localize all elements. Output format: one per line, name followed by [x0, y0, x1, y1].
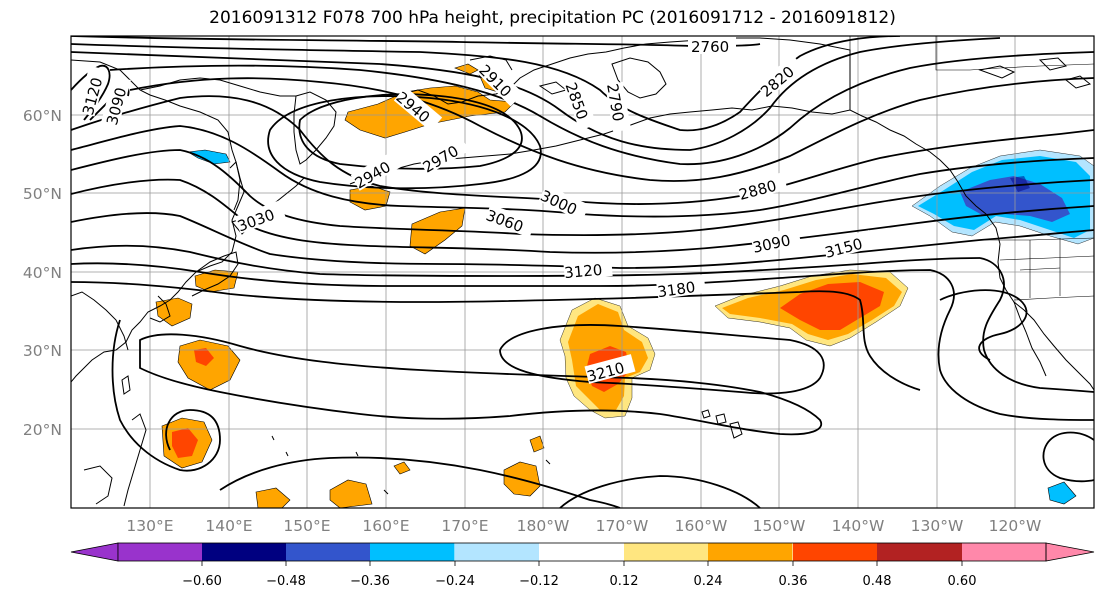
- coast-japan: [191, 251, 239, 297]
- precip-blob-e-core: [172, 428, 198, 458]
- coast-hawaii: [701, 409, 743, 439]
- coast-baja: [1013, 301, 1047, 377]
- lon-label-130w: 130°W: [911, 517, 964, 535]
- colorbar-bin-8: [708, 543, 793, 561]
- lon-label-170w: 170°W: [596, 517, 649, 535]
- colorbar-bin-1: [118, 543, 203, 561]
- contour-3150-main: [71, 262, 1094, 421]
- contour-2850: [109, 51, 1094, 166]
- longitude-labels: 130°E 140°E 150°E 160°E 170°E 180°W 170°…: [126, 517, 1041, 535]
- precip-blob-kamchatka: [187, 149, 231, 165]
- contour-2820: [71, 37, 1001, 151]
- coast-sakhalin: [229, 161, 241, 211]
- precip-blob-d: [177, 339, 241, 391]
- contour-3060: [71, 178, 1094, 254]
- contour-3000: [71, 125, 1094, 218]
- lon-label-160e: 160°E: [362, 517, 409, 535]
- colorbar-bin-7: [624, 543, 709, 561]
- contour-2790: [71, 36, 901, 132]
- contour-3090-south: [111, 319, 221, 472]
- precip-blob-h: [255, 487, 291, 508]
- colorbar-tick-9: 0.48: [863, 574, 892, 589]
- colorbar-tick-10: 0.60: [948, 574, 977, 589]
- colorbar-bin-3: [286, 543, 371, 561]
- coast-asia: [71, 59, 245, 383]
- colorbar-tick-8: 0.36: [779, 574, 808, 589]
- colorbar-extend-high: [1045, 542, 1095, 562]
- coast-taiwan: [121, 375, 131, 395]
- coast-korea: [149, 295, 171, 323]
- lon-label-130e: 130°E: [126, 517, 173, 535]
- colorbar-tick-3: −0.36: [350, 574, 390, 589]
- contour-2970: [71, 95, 1094, 205]
- contour-3120-south: [139, 333, 823, 436]
- lon-label-140w: 140°W: [832, 517, 885, 535]
- lat-label-50n: 50°N: [23, 185, 62, 203]
- precip-blob-se-corner: [1047, 481, 1077, 505]
- colorbar: −0.60 −0.48 −0.36 −0.24 −0.12 0.12 0.24 …: [70, 542, 1095, 589]
- coast-alaska-s: [649, 105, 959, 183]
- contour-label-3180: 3180: [656, 278, 696, 301]
- lon-label-160w: 160°W: [675, 517, 728, 535]
- height-contours: [71, 36, 1094, 508]
- coast-islands: [271, 435, 551, 495]
- lon-label-170e: 170°E: [441, 517, 488, 535]
- coast-philippines: [123, 413, 147, 507]
- contour-3030-se: [939, 289, 1028, 361]
- lon-label-140e: 140°E: [205, 517, 252, 535]
- coast-canada-islands: [978, 57, 1092, 89]
- precip-blob-j: [529, 435, 545, 453]
- colorbar-bin-5: [455, 543, 540, 561]
- colorbar-bin-4: [370, 543, 455, 561]
- contour-3030: [71, 149, 1094, 237]
- contour-3180: [71, 281, 921, 391]
- colorbar-extend-low: [70, 542, 119, 562]
- coast-na-west: [957, 181, 1094, 391]
- colorbar-tick-5: −0.12: [519, 574, 559, 589]
- contour-east-loop: [1042, 431, 1094, 483]
- coast-philippines-2: [83, 465, 113, 505]
- latitude-labels: 60°N 50°N 40°N 30°N 20°N: [23, 107, 62, 439]
- contour-3150: [979, 257, 1094, 393]
- lat-label-30n: 30°N: [23, 342, 62, 360]
- lon-label-180w: 180°W: [517, 517, 570, 535]
- contour-3090-south-b: [219, 456, 621, 508]
- contour-2880: [129, 77, 1094, 182]
- contour-3060-south: [559, 475, 761, 508]
- plot-frame: [70, 35, 1095, 509]
- lon-label-150w: 150°W: [753, 517, 806, 535]
- colorbar-tick-4: −0.24: [435, 574, 475, 589]
- colorbar-tick-6: 0.12: [610, 574, 639, 589]
- precip-blob-d-core: [194, 348, 214, 366]
- colorbar-bin-6: [539, 543, 624, 561]
- precip-blob-i: [393, 461, 411, 475]
- contour-3090: [71, 212, 1094, 269]
- colorbar-bin-10: [877, 543, 962, 561]
- lat-label-20n: 20°N: [23, 421, 62, 439]
- colorbar-tick-2: −0.48: [266, 574, 306, 589]
- lat-label-60n: 60°N: [23, 107, 62, 125]
- contour-label-2760: 2760: [691, 38, 729, 56]
- precip-blob-g: [329, 479, 373, 508]
- colorbar-tick-7: 0.24: [694, 574, 723, 589]
- colorbar-bin-11: [962, 543, 1046, 561]
- map-title: 2016091312 F078 700 hPa height, precipit…: [209, 8, 896, 28]
- contour-3120: [71, 244, 981, 277]
- lon-label-150e: 150°E: [283, 517, 330, 535]
- coast-china: [71, 291, 129, 351]
- contour-2910: [298, 93, 523, 170]
- colorbar-bin-9: [793, 543, 878, 561]
- contour-label-3120: 3120: [563, 261, 603, 282]
- contour-2940: [267, 95, 542, 190]
- lat-label-40n: 40°N: [23, 264, 62, 282]
- colorbar-bin-2: [202, 543, 287, 561]
- lon-label-120w: 120°W: [989, 517, 1042, 535]
- colorbar-tick-1: −0.60: [182, 574, 222, 589]
